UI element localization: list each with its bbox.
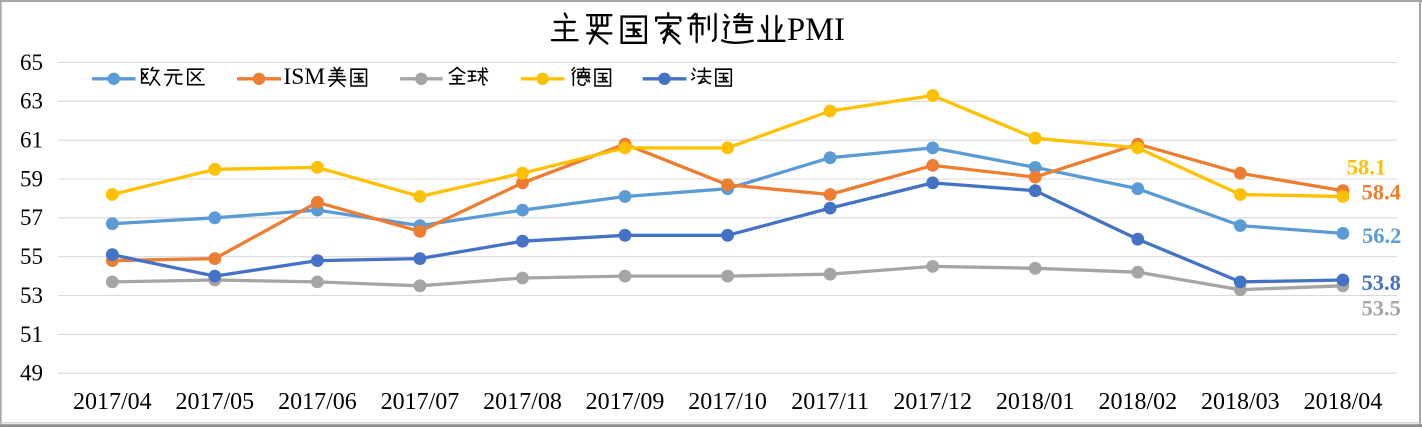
svg-text:57: 57 (20, 205, 43, 230)
svg-text:59: 59 (20, 166, 43, 191)
svg-text:56.2: 56.2 (1362, 223, 1401, 248)
svg-text:2017/11: 2017/11 (791, 389, 869, 415)
svg-text:ISM: ISM (283, 64, 325, 90)
svg-text:53.5: 53.5 (1362, 295, 1401, 320)
svg-text:2017/12: 2017/12 (893, 389, 972, 415)
svg-text:2017/09: 2017/09 (586, 389, 665, 415)
svg-text:55: 55 (20, 244, 43, 269)
svg-text:2017/06: 2017/06 (278, 389, 357, 415)
svg-text:63: 63 (20, 89, 43, 114)
svg-text:58.4: 58.4 (1362, 180, 1401, 205)
svg-text:2017/07: 2017/07 (381, 389, 460, 415)
svg-text:2017/04: 2017/04 (73, 389, 152, 415)
svg-text:2018/03: 2018/03 (1201, 389, 1280, 415)
svg-text:2018/04: 2018/04 (1304, 389, 1383, 415)
svg-text:49: 49 (20, 361, 43, 386)
svg-text:53.8: 53.8 (1362, 270, 1401, 295)
svg-text:65: 65 (20, 50, 43, 75)
svg-text:2017/10: 2017/10 (688, 389, 767, 415)
svg-text:2018/02: 2018/02 (1098, 389, 1177, 415)
svg-text:2017/08: 2017/08 (483, 389, 562, 415)
svg-text:2018/01: 2018/01 (996, 389, 1075, 415)
svg-text:53: 53 (20, 283, 43, 308)
svg-text:2017/05: 2017/05 (175, 389, 254, 415)
svg-text:51: 51 (20, 322, 43, 347)
svg-text:61: 61 (20, 128, 43, 153)
svg-text:PMI: PMI (787, 12, 845, 48)
svg-text:58.1: 58.1 (1347, 154, 1386, 179)
